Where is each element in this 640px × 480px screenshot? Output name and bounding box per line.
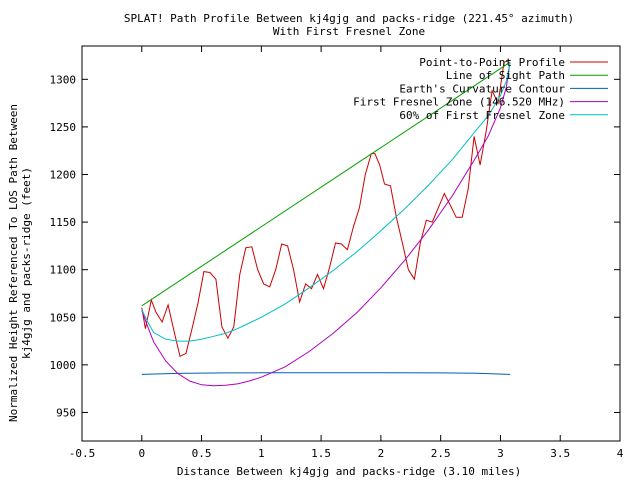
x-tick-label: 0.5 [192,447,212,460]
x-tick-label: 3.5 [550,447,570,460]
y-tick-label: 1050 [50,311,77,324]
series-line-earth-s-curvature-contour [141,372,511,375]
legend-label-earth-s-curvature-contour: Earth's Curvature Contour [399,82,565,95]
y-tick-label: 1100 [50,264,77,277]
y-tick-label: 1300 [50,73,77,86]
legend-label-point-to-point-profile: Point-to-Point Profile [419,56,565,69]
y-tick-label: 1150 [50,216,77,229]
y-axis-label-line2: kj4gjg and packs-ridge (feet) [20,167,33,359]
y-axis-label-line1: Normalized Height Referenced To LOS Path… [7,104,20,422]
series-line-60-of-first-fresnel-zone [141,62,511,342]
x-axis: -0.5 0 0.5 1 1.5 2 2.5 3 3.5 4 [69,46,624,460]
series-layer [141,59,511,387]
x-tick-label: -0.5 [69,447,96,460]
legend-label-60-of-first-fresnel-zone: 60% of First Fresnel Zone [399,109,565,122]
chart-subtitle: With First Fresnel Zone [273,25,425,38]
y-tick-label: 1250 [50,121,77,134]
legend-label-first-fresnel-zone-146-520-mhz: First Fresnel Zone (146.520 MHz) [353,96,565,109]
y-axis: 950 1000 1050 1100 1150 1200 1250 1300 [50,73,620,419]
y-axis-label: Normalized Height Referenced To LOS Path… [7,104,33,422]
y-tick-label: 1200 [50,168,77,181]
series-line-point-to-point-profile [141,59,511,358]
x-tick-label: 1.5 [311,447,331,460]
x-tick-label: 3 [497,447,504,460]
y-tick-label: 1000 [50,359,77,372]
x-tick-label: 2.5 [431,447,451,460]
x-axis-label: Distance Between kj4gjg and packs-ridge … [177,465,521,478]
plot-area-border [81,45,621,442]
series-line-line-of-sight-path [141,61,511,307]
x-tick-label: 4 [617,447,624,460]
x-tick-label: 2 [378,447,385,460]
x-tick-label: 0 [138,447,145,460]
series-line-first-fresnel-zone-146-520-mhz [141,62,511,387]
y-tick-label: 950 [56,406,76,419]
chart-title: SPLAT! Path Profile Between kj4gjg and p… [124,12,574,25]
x-tick-label: 1 [258,447,265,460]
legend-label-line-of-sight-path: Line of Sight Path [446,69,565,82]
